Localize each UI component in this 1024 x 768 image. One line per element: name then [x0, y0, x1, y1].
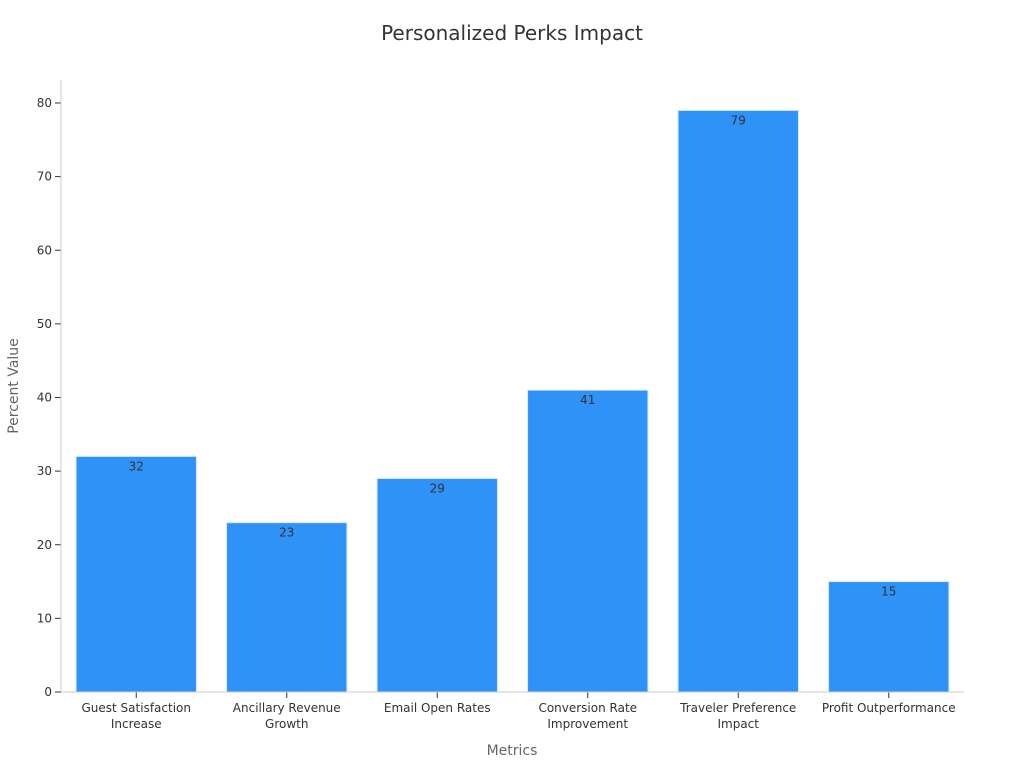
bar-value-label: 41: [580, 393, 595, 407]
x-tick-label: Profit Outperformance: [822, 701, 956, 715]
x-tick-label-line: Guest Satisfaction: [82, 701, 191, 715]
bar[interactable]: [75, 455, 197, 693]
bars: [75, 109, 950, 693]
y-tick-label: 10: [37, 611, 52, 625]
y-tick-label: 50: [37, 317, 52, 331]
bar-value-label: 15: [881, 585, 896, 599]
x-axis-title: Metrics: [487, 743, 538, 759]
x-tick-label: Traveler Preference Impact: [679, 701, 796, 731]
y-tick-label: 0: [44, 685, 52, 699]
y-tick-label: 60: [37, 243, 52, 257]
x-tick-label-line: Profit Outperformance: [822, 701, 956, 715]
x-tick-label-line: Improvement: [547, 717, 628, 731]
bar[interactable]: [376, 477, 498, 693]
bar[interactable]: [677, 109, 799, 693]
x-tick-label: Conversion Rate Improvement: [538, 701, 637, 731]
y-tick-label: 30: [37, 464, 52, 478]
y-tick-label: 40: [37, 391, 52, 405]
bar-value-labels: 32 23 29 41 79 15: [129, 113, 897, 598]
x-tick-label: Guest Satisfaction Increase: [82, 701, 191, 731]
y-axis-ticks: 0 10 20 30 40 50 60 70 80: [37, 96, 61, 699]
bar-value-label: 23: [279, 526, 294, 540]
x-tick-label: Ancillary Revenue Growth: [233, 701, 341, 731]
chart-title: Personalized Perks Impact: [381, 21, 643, 45]
x-tick-label-line: Conversion Rate: [538, 701, 637, 715]
bar[interactable]: [527, 389, 649, 693]
x-tick-label-line: Growth: [265, 717, 308, 731]
y-tick-label: 70: [37, 170, 52, 184]
bar[interactable]: [226, 522, 348, 693]
x-tick-label: Email Open Rates: [384, 701, 491, 715]
bar-value-label: 32: [129, 459, 144, 473]
x-tick-label-line: Traveler Preference: [679, 701, 796, 715]
x-tick-label-line: Ancillary Revenue: [233, 701, 341, 715]
x-tick-label-line: Impact: [717, 717, 759, 731]
bar-value-label: 29: [430, 481, 445, 495]
bar-value-label: 79: [731, 113, 746, 127]
bar[interactable]: [828, 581, 950, 693]
y-tick-label: 20: [37, 538, 52, 552]
x-tick-label-line: Email Open Rates: [384, 701, 491, 715]
y-axis-title: Percent Value: [6, 338, 22, 434]
y-tick-label: 80: [37, 96, 52, 110]
x-axis-category-labels: Guest Satisfaction Increase Ancillary Reve…: [82, 692, 956, 731]
x-tick-label-line: Increase: [111, 717, 162, 731]
